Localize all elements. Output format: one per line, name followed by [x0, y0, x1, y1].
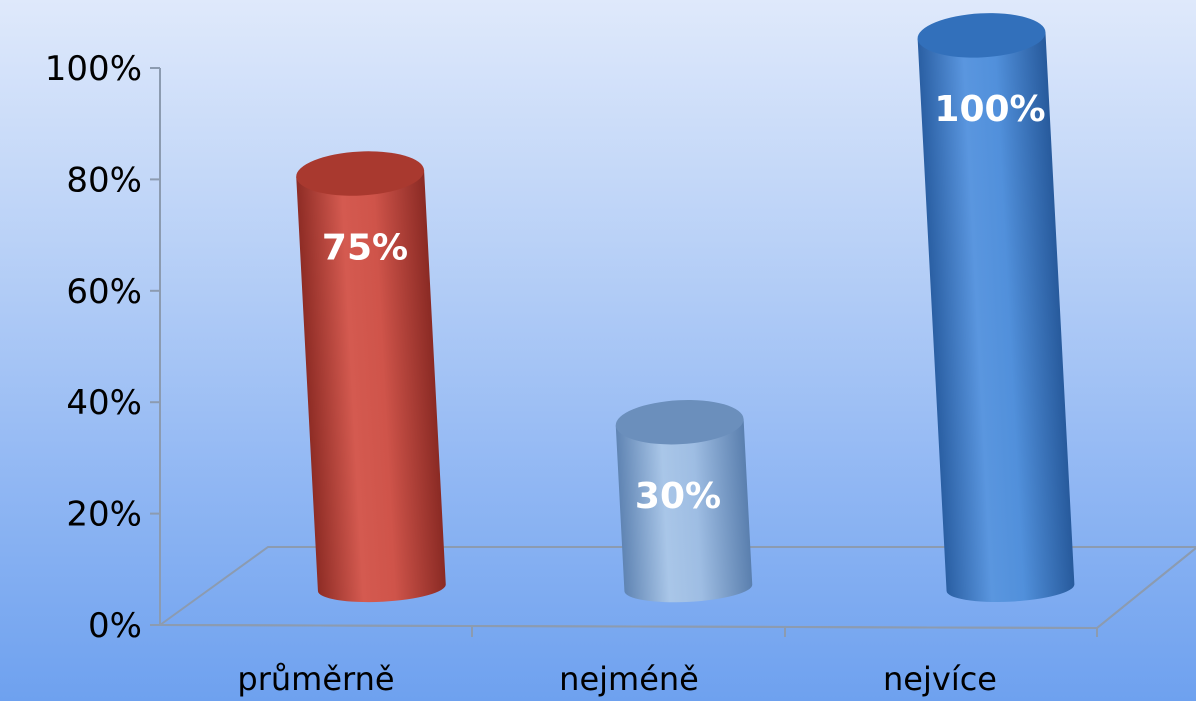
- x-category-label: nejvíce: [883, 660, 997, 698]
- bar-průměrně: 75%: [296, 151, 446, 603]
- bar-body: [296, 170, 446, 603]
- data-label: 75%: [322, 227, 408, 268]
- bars: 75% 30% 100%: [296, 13, 1075, 603]
- x-axis-line: [159, 624, 1098, 629]
- bar-top: [296, 151, 425, 196]
- data-label: 30%: [635, 476, 721, 517]
- y-tick-label: 0%: [88, 606, 142, 646]
- y-tick-label: 80%: [66, 160, 142, 200]
- y-tick-label: 40%: [66, 383, 142, 423]
- bar-nejméně: 30%: [615, 399, 753, 603]
- bar-top: [615, 399, 744, 445]
- y-tick-label: 20%: [66, 495, 142, 535]
- x-category-label: nejméně: [559, 660, 699, 698]
- data-label: 100%: [934, 89, 1045, 130]
- y-tick-label: 100%: [45, 49, 142, 89]
- bar-body: [917, 32, 1075, 602]
- x-category-label: průměrně: [237, 660, 394, 698]
- bar-nejvíce: 100%: [917, 13, 1075, 602]
- x-axis: průměrně nejméně nejvíce: [237, 660, 997, 698]
- bar-body: [615, 418, 753, 603]
- floor-right-edge: [1096, 547, 1196, 629]
- x-axis-ticks: [471, 627, 1098, 637]
- y-tick-label: 60%: [66, 272, 142, 312]
- y-axis: 0% 20% 40% 60% 80% 100%: [45, 49, 160, 646]
- bar-top: [917, 13, 1046, 58]
